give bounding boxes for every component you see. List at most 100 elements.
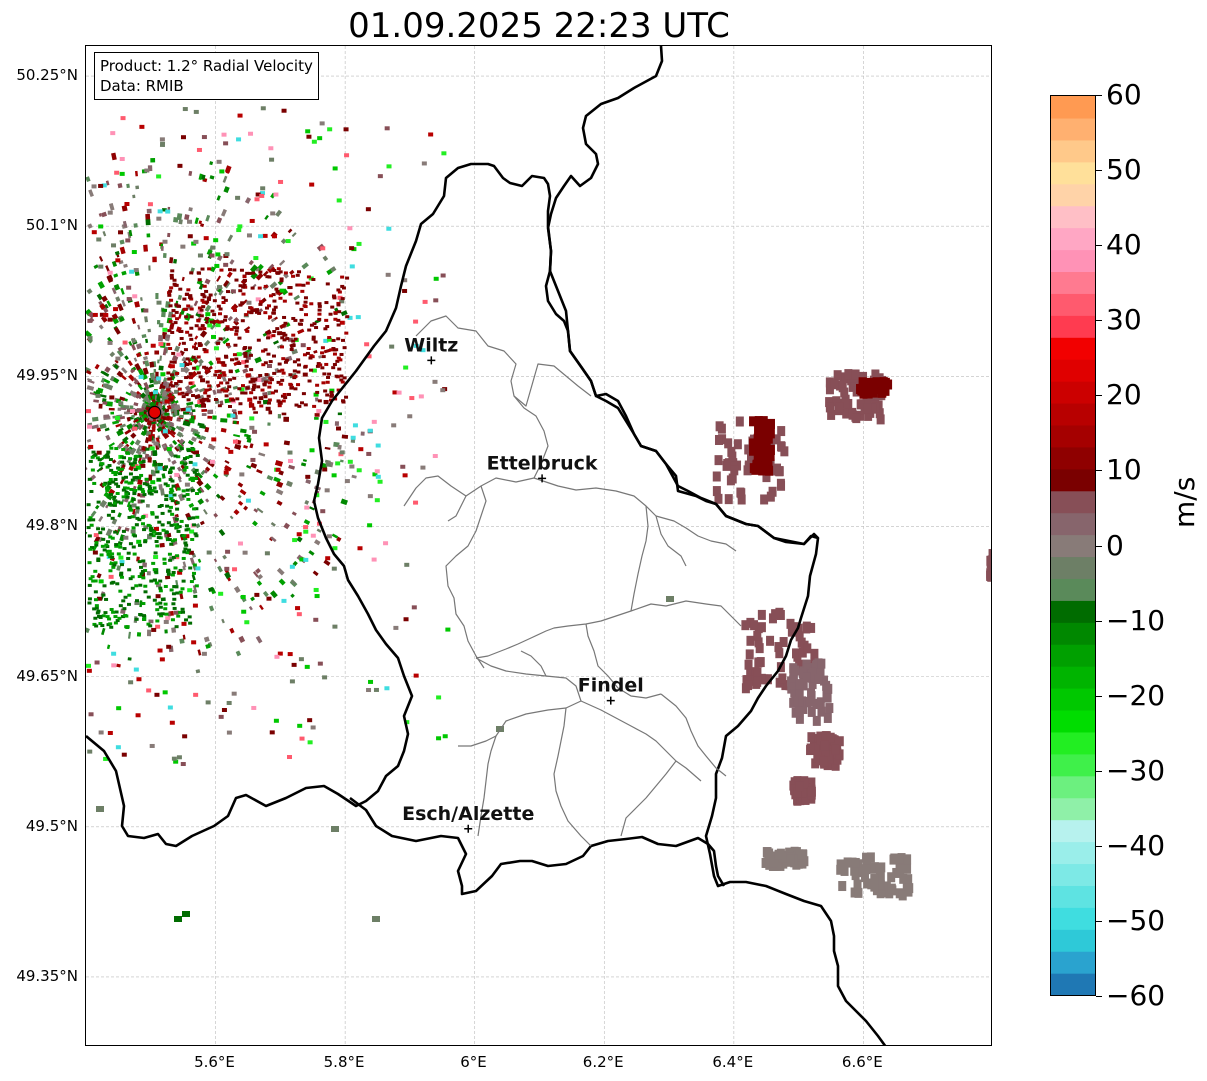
echo-pixel xyxy=(862,393,871,404)
colorbar-segment xyxy=(1051,534,1095,558)
echo-pixel xyxy=(168,443,174,449)
echo-pixel xyxy=(802,623,811,634)
echo-pixel xyxy=(102,370,110,377)
echo-pixel xyxy=(147,202,153,207)
colorbar-segment xyxy=(1051,381,1095,404)
echo-pixel xyxy=(176,352,182,357)
echo-pixel xyxy=(90,510,97,518)
echo-pixel xyxy=(239,387,245,392)
colorbar-tick-mark xyxy=(1096,845,1102,847)
echo-pixel xyxy=(99,423,107,430)
echo-pixel xyxy=(199,520,205,526)
echo-pixel xyxy=(264,551,270,556)
echo-pixel xyxy=(329,348,334,352)
echo-pixel xyxy=(332,363,337,367)
echo-pixel xyxy=(366,451,372,456)
echo-pixel xyxy=(357,546,363,551)
echo-pixel xyxy=(261,349,266,353)
echo-pixel xyxy=(744,659,753,670)
echo-pixel xyxy=(208,605,215,612)
colorbar-tick-mark xyxy=(1096,395,1102,397)
echo-pixel xyxy=(112,495,117,499)
echo-pixel xyxy=(107,340,113,345)
echo-pixel xyxy=(308,550,315,556)
echo-pixel xyxy=(255,635,263,644)
echo-pixel xyxy=(131,250,137,255)
echo-pixel xyxy=(306,275,311,279)
echo-pixel xyxy=(282,333,287,337)
echo-pixel xyxy=(868,863,877,874)
echo-pixel xyxy=(777,426,786,437)
echo-pixel xyxy=(135,185,140,190)
echo-pixel xyxy=(242,550,248,555)
echo-pixel xyxy=(347,226,353,231)
echo-pixel xyxy=(186,398,191,402)
echo-pixel xyxy=(215,252,221,257)
echo-pixel xyxy=(278,296,283,300)
echo-pixel xyxy=(132,492,137,496)
echo-pixel xyxy=(133,223,138,228)
echo-pixel xyxy=(175,507,180,511)
echo-pixel xyxy=(163,619,169,624)
echo-pixel xyxy=(243,354,248,358)
echo-pixel xyxy=(191,516,196,520)
echo-pixel xyxy=(188,621,193,625)
echo-pixel xyxy=(109,395,115,400)
echo-pixel xyxy=(143,584,148,588)
echo-pixel xyxy=(205,498,210,503)
echo-pixel xyxy=(134,439,141,446)
echo-pixel xyxy=(157,648,163,653)
echo-pixel xyxy=(278,179,284,184)
echo-pixel xyxy=(164,575,171,580)
echo-pixel xyxy=(125,391,132,396)
echo-pixel xyxy=(854,887,863,898)
echo-pixel xyxy=(155,470,160,474)
echo-pixel xyxy=(184,315,189,319)
echo-pixel xyxy=(106,275,114,283)
echo-pixel xyxy=(778,673,787,684)
echo-pixel xyxy=(266,264,276,274)
echo-pixel xyxy=(863,878,872,889)
echo-pixel xyxy=(96,596,102,601)
echo-pixel xyxy=(156,393,160,401)
echo-pixel xyxy=(197,278,202,282)
echo-pixel xyxy=(147,457,152,463)
echo-pixel xyxy=(113,363,119,370)
echo-pixel xyxy=(97,458,102,462)
echo-pixel xyxy=(315,364,320,368)
echo-pixel xyxy=(244,364,249,368)
echo-pixel xyxy=(156,174,162,179)
echo-pixel xyxy=(305,479,312,485)
echo-pixel xyxy=(825,377,834,388)
echo-pixel xyxy=(754,637,763,648)
echo-pixel xyxy=(306,134,312,139)
echo-pixel xyxy=(184,618,189,622)
echo-pixel xyxy=(754,439,763,450)
echo-pixel xyxy=(254,310,259,314)
echo-pixel xyxy=(244,313,249,317)
echo-pixel xyxy=(798,647,807,658)
echo-pixel xyxy=(714,434,723,445)
echo-pixel xyxy=(185,292,190,296)
echo-pixel xyxy=(192,507,197,511)
echo-pixel xyxy=(265,306,270,310)
echo-pixel xyxy=(139,565,144,569)
echo-pixel xyxy=(186,401,194,406)
echo-pixel xyxy=(735,416,744,427)
echo-pixel xyxy=(174,382,179,386)
echo-pixel xyxy=(281,331,286,335)
echo-pixel xyxy=(194,534,199,538)
echo-pixel xyxy=(192,366,197,370)
echo-pixel xyxy=(315,383,320,387)
echo-pixel xyxy=(179,336,184,340)
echo-pixel xyxy=(139,600,143,608)
echo-pixel xyxy=(191,394,196,398)
echo-pixel xyxy=(178,219,183,225)
echo-pixel xyxy=(94,504,100,510)
map-panel[interactable]: Wiltz Ettelbruck Findel Esch/Alzette xyxy=(85,45,992,1046)
echo-pixel xyxy=(325,380,330,384)
echo-pixel xyxy=(194,403,199,408)
echo-pixel xyxy=(814,673,823,684)
echo-pixel xyxy=(123,263,128,268)
